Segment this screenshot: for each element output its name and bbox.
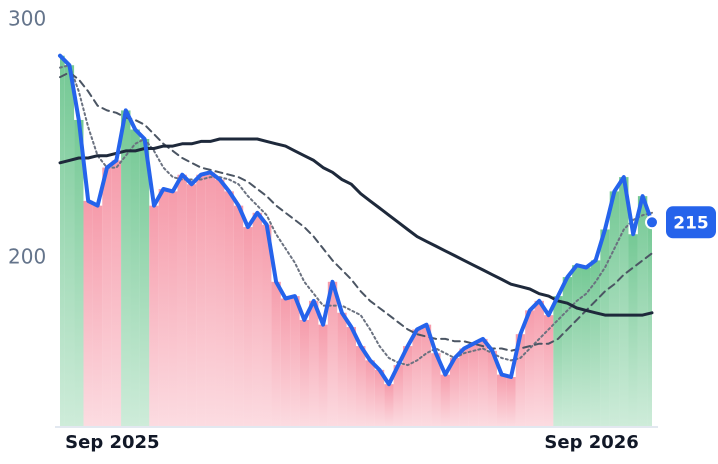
area-column — [280, 298, 291, 427]
y-tick-label: 200 — [8, 245, 46, 269]
area-column — [468, 343, 479, 427]
area-column — [515, 334, 526, 427]
area-column — [543, 315, 554, 427]
area-column — [590, 260, 601, 427]
area-column — [525, 310, 535, 427]
area-column — [271, 281, 281, 427]
area-column — [299, 319, 310, 427]
area-column — [309, 300, 319, 427]
price-line — [58, 53, 654, 387]
area-column — [121, 110, 131, 427]
area-column — [243, 227, 253, 427]
area-column — [168, 191, 178, 427]
x-tick-label: Sep 2025 — [65, 432, 159, 453]
area-column — [600, 229, 610, 427]
area-column — [290, 296, 300, 427]
value-badge-label: 215 — [673, 213, 709, 233]
area-column — [83, 200, 93, 427]
area-column — [412, 329, 422, 427]
area-column — [130, 129, 140, 427]
area-column — [196, 174, 206, 427]
area-column — [374, 369, 385, 427]
area-column — [318, 324, 328, 427]
area-column — [581, 267, 591, 427]
moving-average-line — [59, 64, 653, 367]
area-column — [346, 327, 356, 427]
area-column — [186, 184, 197, 427]
area-column — [496, 374, 507, 427]
area-column — [365, 360, 375, 427]
y-tick-label: 300 — [8, 7, 46, 31]
area-column — [562, 277, 573, 427]
area-column — [459, 348, 469, 427]
area-column — [252, 212, 263, 427]
area-column — [224, 191, 234, 427]
area-column — [431, 353, 441, 427]
area-column — [628, 234, 638, 427]
area-column — [393, 365, 403, 427]
area-column — [177, 174, 187, 427]
area-column — [534, 300, 544, 427]
area-column — [637, 196, 648, 427]
area-column — [402, 346, 413, 427]
area-column — [619, 177, 629, 427]
area-column — [478, 338, 488, 427]
area-column — [205, 172, 216, 427]
area-column — [233, 205, 244, 427]
area-column — [487, 350, 497, 427]
area-column — [327, 281, 338, 427]
area-column — [384, 384, 394, 427]
area-column — [102, 167, 112, 427]
area-column — [609, 191, 620, 427]
area-column — [74, 119, 84, 428]
area-column — [139, 139, 150, 427]
area-column — [60, 55, 65, 428]
area-column — [356, 346, 366, 427]
area-column — [449, 357, 460, 427]
moving-average-line — [58, 137, 654, 317]
x-tick-label: Sep 2026 — [544, 432, 638, 453]
area-column — [262, 224, 272, 427]
area-column — [158, 188, 169, 427]
area-column — [553, 296, 563, 427]
value-badge — [666, 206, 716, 239]
area-column — [64, 65, 75, 427]
area-column — [421, 324, 432, 427]
area-column — [215, 179, 225, 427]
area-column — [647, 222, 652, 427]
area-column — [572, 265, 582, 427]
area-column — [92, 205, 103, 427]
area-column — [440, 374, 450, 427]
area-column — [111, 160, 122, 428]
last-point — [645, 215, 659, 230]
area-column — [337, 312, 347, 427]
area-column — [506, 377, 516, 427]
moving-average-line — [59, 71, 653, 352]
area-column — [149, 205, 159, 427]
